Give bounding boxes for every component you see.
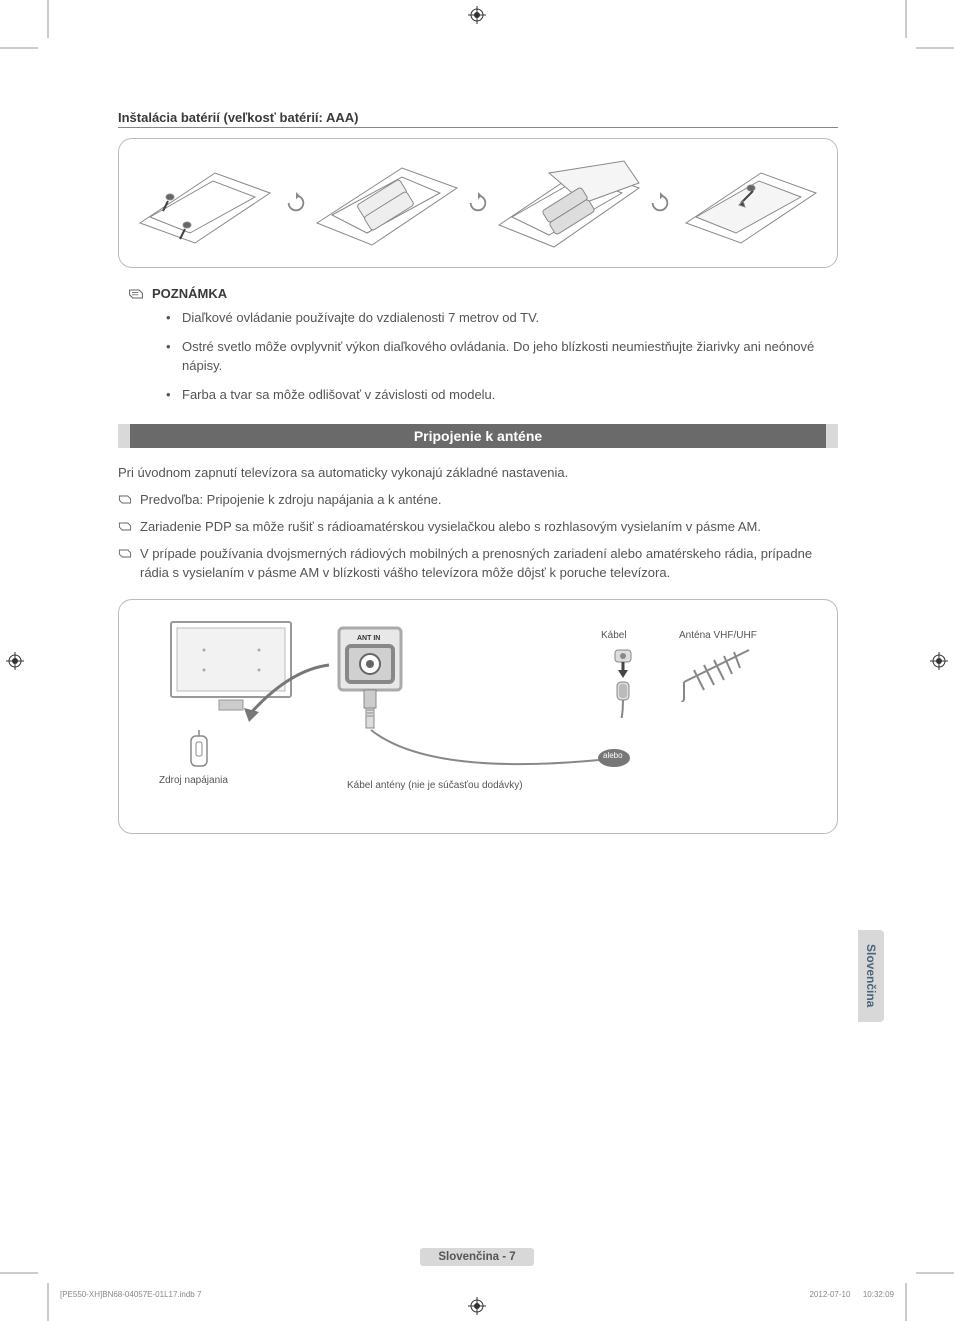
antenna-diagram-box: Zdroj napájania ANT IN Kábel antény (nie… xyxy=(118,599,838,834)
footer-left: [PE550-XH]BN68-04057E-01L17.indb 7 xyxy=(60,1290,201,1299)
footer-right: 2012-07-10 10:32:09 xyxy=(809,1290,894,1299)
power-plug-icon xyxy=(187,730,211,772)
vhf-antenna-icon xyxy=(674,642,764,702)
ant-in-label: ANT IN xyxy=(357,635,380,642)
registration-mark-bottom xyxy=(468,1297,486,1315)
section-title-bar: Pripojenie k anténe xyxy=(118,424,838,448)
battery-step-3 xyxy=(489,153,649,253)
power-label: Zdroj napájania xyxy=(159,775,228,786)
page-content: Inštalácia batérií (veľkosť batérií: AAA… xyxy=(118,110,838,834)
info-text: V prípade používania dvojsmerných rádiov… xyxy=(140,545,838,583)
info-text: Zariadenie PDP sa môže rušiť s rádioamat… xyxy=(140,518,761,537)
cable-curve xyxy=(369,728,619,778)
registration-mark-top xyxy=(468,6,486,24)
page-number: Slovenčina - 7 xyxy=(420,1248,533,1266)
note-icon xyxy=(128,288,144,300)
intro-paragraph: Pri úvodnom zapnutí televízora sa automa… xyxy=(118,464,838,483)
vhf-label: Anténa VHF/UHF xyxy=(679,630,757,641)
note-icon xyxy=(118,521,132,532)
arrow-icon xyxy=(467,192,489,214)
language-tab-label: Slovenčina xyxy=(864,944,878,1007)
arrow-icon xyxy=(649,192,671,214)
arrow-icon xyxy=(285,192,307,214)
page-number-container: Slovenčina - 7 xyxy=(0,1247,954,1266)
bullet-item: Ostré svetlo môže ovplyvniť výkon diaľko… xyxy=(166,338,838,376)
battery-step-2 xyxy=(307,153,467,253)
cable-label: Kábel xyxy=(601,630,627,641)
note-label: POZNÁMKA xyxy=(152,286,227,301)
registration-mark-left xyxy=(6,652,24,670)
info-line: Zariadenie PDP sa môže rušiť s rádioamat… xyxy=(118,518,838,537)
language-tab: Slovenčina xyxy=(858,930,884,1022)
registration-mark-right xyxy=(930,652,948,670)
note-bullets: Diaľkové ovládanie používajte do vzdiale… xyxy=(166,309,838,404)
note-icon xyxy=(118,494,132,505)
battery-step-4 xyxy=(671,153,831,253)
battery-step-1 xyxy=(125,153,285,253)
arrow-icon xyxy=(229,660,339,740)
cable-note-label: Kábel antény (nie je súčasťou dodávky) xyxy=(347,780,523,791)
wall-jack-icon xyxy=(609,648,637,718)
note-heading: POZNÁMKA xyxy=(128,286,838,301)
info-line: V prípade používania dvojsmerných rádiov… xyxy=(118,545,838,583)
battery-heading: Inštalácia batérií (veľkosť batérií: AAA… xyxy=(118,110,838,128)
battery-diagram-box xyxy=(118,138,838,268)
info-line: Predvoľba: Pripojenie k zdroju napájania… xyxy=(118,491,838,510)
info-text: Predvoľba: Pripojenie k zdroju napájania… xyxy=(140,491,442,510)
bullet-item: Farba a tvar sa môže odlišovať v závislo… xyxy=(166,386,838,405)
note-icon xyxy=(118,548,132,559)
bullet-item: Diaľkové ovládanie používajte do vzdiale… xyxy=(166,309,838,328)
